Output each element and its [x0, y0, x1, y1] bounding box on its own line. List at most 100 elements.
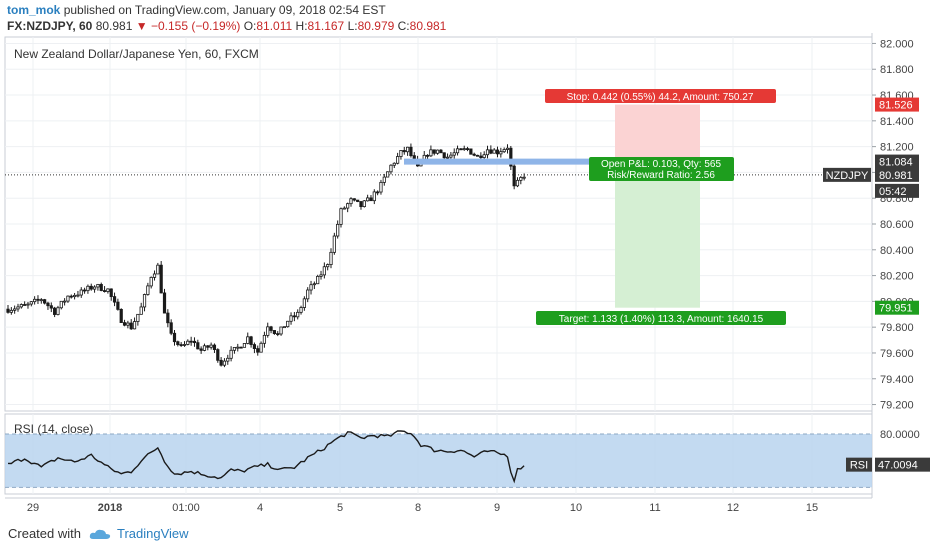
time-tick-label: 11: [649, 502, 660, 514]
candle-body: [322, 266, 326, 276]
candle-body: [106, 288, 110, 292]
author-link[interactable]: tom_mok: [7, 3, 61, 17]
candle-body: [509, 147, 513, 167]
candle-body: [329, 251, 333, 265]
candle-body: [82, 289, 87, 292]
candle-body: [19, 304, 23, 308]
candle-body: [139, 306, 143, 315]
high-label: H:: [295, 19, 308, 33]
candle-body: [156, 264, 160, 275]
time-tick-label: 29: [27, 502, 39, 514]
candle-body: [169, 322, 173, 334]
candle-body: [482, 154, 486, 158]
candle-body: [479, 155, 483, 158]
candle-body: [269, 326, 273, 331]
candle-body: [76, 294, 80, 297]
symbol-tag-box: [823, 167, 871, 182]
candle-body: [349, 198, 353, 205]
candle-body: [136, 313, 140, 322]
candle-body: [455, 148, 460, 154]
candle-body: [439, 149, 443, 154]
candle-body: [472, 153, 476, 156]
candle-body: [149, 276, 153, 287]
candle-body: [272, 330, 277, 334]
candle-body: [59, 300, 63, 309]
candle-body: [122, 322, 127, 326]
candle-body: [282, 326, 286, 329]
candle-body: [339, 208, 343, 225]
candle-body: [226, 357, 230, 362]
candle-body: [116, 301, 120, 310]
time-tick-label: 01:00: [172, 502, 200, 514]
candle-body: [189, 340, 193, 343]
candle-body: [372, 191, 376, 202]
risk-reward-text: Risk/Reward Ratio: 2.56: [607, 170, 715, 181]
candle-body: [402, 150, 406, 153]
high-value: 81.167: [307, 19, 345, 33]
last-price-header: 80.981: [95, 19, 133, 33]
created-with-text: Created with: [8, 526, 81, 541]
candle-body: [66, 295, 70, 302]
candle-body: [216, 349, 220, 361]
rsi-value: 47.0094: [878, 460, 918, 472]
candle-body: [89, 285, 93, 290]
candle-body: [392, 162, 396, 166]
candle-body: [99, 284, 103, 291]
tradingview-cloud-icon: [89, 529, 111, 539]
countdown-tag-box: [875, 183, 919, 198]
chart-canvas[interactable]: 82.00081.80081.60081.40081.20081.00080.8…: [0, 0, 932, 520]
candle-body: [56, 307, 60, 315]
rsi-tag: RSI: [850, 460, 868, 472]
price-tick-label: 79.800: [880, 322, 914, 334]
candle-body: [292, 315, 296, 318]
rsi-title: RSI (14, close): [14, 422, 93, 436]
time-tick-label: 2018: [98, 502, 122, 514]
candle-body: [246, 336, 250, 344]
last-price-tag-box: [875, 167, 919, 182]
candle-body: [63, 300, 67, 303]
candle-body: [146, 285, 150, 295]
candle-body: [96, 284, 100, 288]
candle-body: [206, 345, 210, 348]
stop-price-tag-box: [875, 97, 919, 112]
candle-body: [359, 201, 363, 208]
candle-body: [452, 152, 456, 156]
candle-body: [445, 156, 450, 159]
candle-body: [425, 154, 430, 157]
price-tick-label: 80.200: [880, 271, 914, 283]
low-value: 80.979: [357, 19, 395, 33]
price-tick-label: 80.400: [880, 245, 914, 257]
candle-body: [222, 360, 227, 366]
open-value: 81.011: [256, 19, 293, 33]
tradingview-brand[interactable]: TradingView: [116, 526, 189, 541]
published-text: published on TradingView.com, January 09…: [63, 3, 386, 17]
candle-body: [256, 348, 260, 353]
candle-body: [399, 150, 403, 157]
candle-body: [316, 275, 320, 285]
candle-body: [242, 343, 247, 348]
time-tick-label: 15: [806, 502, 818, 514]
candle-body: [369, 197, 373, 202]
rsi-band: [5, 434, 872, 488]
candle-body: [356, 199, 360, 202]
candle-body: [172, 332, 177, 343]
candle-body: [219, 359, 223, 366]
candle-body: [152, 273, 157, 278]
candle-body: [186, 340, 190, 345]
candle-body: [279, 326, 283, 335]
candle-body: [13, 308, 17, 311]
candle-body: [209, 344, 213, 348]
candle-body: [16, 306, 20, 310]
candle-body: [286, 320, 290, 328]
candle-body: [102, 290, 107, 292]
candle-body: [429, 149, 433, 157]
candle-body: [522, 176, 526, 179]
stop-price-tag: 81.526: [879, 100, 913, 112]
low-label: L:: [347, 19, 358, 33]
candle-body: [512, 165, 516, 187]
candle-body: [126, 322, 130, 326]
candle-body: [196, 342, 200, 350]
time-tick-label: 4: [257, 502, 263, 514]
candle-body: [332, 235, 336, 253]
candle-body: [159, 264, 163, 294]
